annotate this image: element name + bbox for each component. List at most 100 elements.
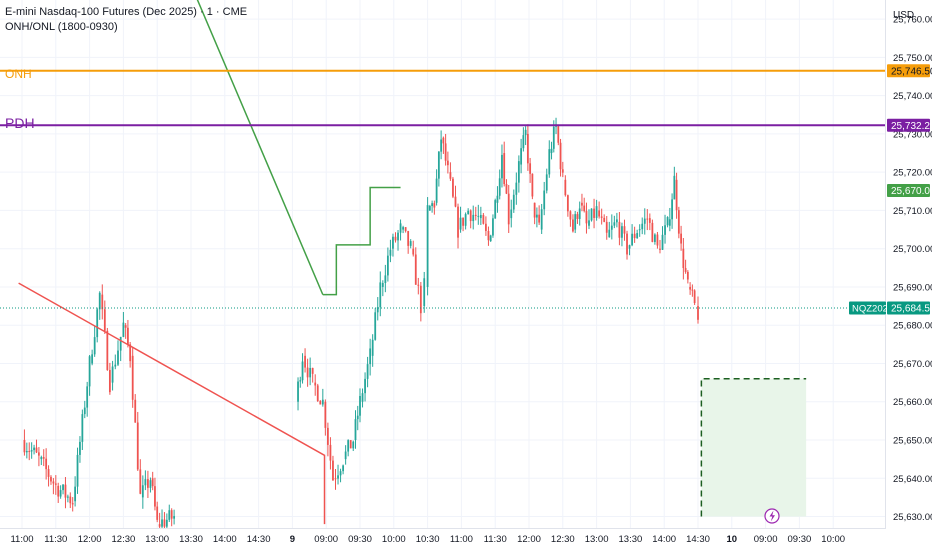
candle-body <box>646 218 649 220</box>
candle-body <box>93 337 96 355</box>
candle-body <box>52 481 55 484</box>
candle-body <box>444 143 447 161</box>
candle-body <box>569 211 572 220</box>
candle-body <box>23 440 26 453</box>
candle-body <box>666 217 669 226</box>
candle-body <box>697 306 699 320</box>
candle-body <box>531 173 534 197</box>
candle-body <box>686 271 689 280</box>
candle-body <box>501 154 503 179</box>
candle-body <box>311 367 314 374</box>
time-tick-label: 11:00 <box>10 534 33 545</box>
time-tick-label: 14:30 <box>686 534 710 545</box>
time-tick-label: 10 <box>727 534 738 545</box>
candle-body <box>550 148 553 154</box>
candle-body <box>526 133 529 164</box>
candle-body <box>361 393 364 402</box>
candle-body <box>409 241 412 246</box>
candle-body <box>419 285 422 314</box>
candle-body <box>535 214 538 218</box>
lightning-icon[interactable] <box>764 508 780 524</box>
candle-body <box>389 249 392 256</box>
time-tick-label: 09:00 <box>754 534 778 545</box>
candle-body <box>74 486 77 502</box>
candle-body <box>462 217 464 226</box>
candle-body <box>314 382 317 386</box>
candle-body <box>297 381 299 402</box>
indicator-name[interactable]: ONH/ONL (1800-0930) <box>5 21 118 33</box>
candle-body <box>96 309 99 338</box>
time-tick-label: 11:30 <box>484 534 507 545</box>
candle-body <box>316 385 319 402</box>
price-axis-bg[interactable] <box>886 0 932 528</box>
candle-body <box>79 441 81 455</box>
symbol-tag: NQZ2025 <box>849 301 893 315</box>
green-trend-line[interactable] <box>191 0 324 295</box>
candle-body <box>88 356 91 387</box>
candle-body <box>38 452 40 456</box>
candle-body <box>482 214 485 224</box>
candle-body <box>691 289 694 291</box>
candle-body <box>613 222 616 226</box>
candle-body <box>170 510 173 519</box>
candle-body <box>498 178 501 196</box>
pdh-label: PDH <box>5 115 35 131</box>
price-tick-label: 25,660.00 <box>893 397 932 408</box>
candle-body <box>533 202 536 218</box>
time-axis-bg[interactable] <box>0 528 932 550</box>
candle-body <box>376 307 379 313</box>
candle-body <box>590 208 593 221</box>
candle-body <box>431 203 434 207</box>
time-tick-label: 10:00 <box>382 534 406 545</box>
candle-body <box>583 205 586 212</box>
candle-body <box>334 478 337 480</box>
candle-body <box>124 325 127 328</box>
candle-body <box>136 422 139 470</box>
candle-body <box>81 414 84 442</box>
symbol-title[interactable]: E-mini Nasdaq-100 Futures (Dec 2025) · 1… <box>5 6 248 18</box>
time-tick-label: 10:00 <box>821 534 845 545</box>
candle-body <box>452 178 454 197</box>
candle-body <box>111 366 114 383</box>
candle-body <box>139 469 142 494</box>
time-axis-ticks: 11:00 11:30 12:00 12:30 13:00 13:30 14:00 14:30… <box>10 534 845 545</box>
candle-body <box>494 200 497 219</box>
candle-body <box>342 465 344 472</box>
candle-body <box>71 503 74 505</box>
candle-body <box>623 226 626 234</box>
candle-body <box>384 275 387 283</box>
candle-body <box>517 161 520 183</box>
green-price-tag: 25,670.00 <box>887 184 932 197</box>
candle-body <box>76 454 79 487</box>
candle-body <box>654 234 656 242</box>
candle-body <box>428 206 431 211</box>
candle-body <box>472 214 475 222</box>
candle-body <box>680 233 682 244</box>
onh-label: ONH <box>5 67 32 81</box>
candle-body <box>538 214 541 223</box>
time-tick-label: 12:30 <box>112 534 136 545</box>
candle-body <box>454 196 457 207</box>
candle-body <box>54 483 57 485</box>
candle-body <box>349 440 352 449</box>
candle-body <box>163 519 166 527</box>
candle-body <box>103 309 106 331</box>
time-tick-label: 12:30 <box>551 534 575 545</box>
price-tick-label: 25,690.00 <box>893 282 932 293</box>
candle-body <box>600 216 603 218</box>
candle-body <box>66 496 69 498</box>
target-zone-border <box>700 378 807 517</box>
candle-body <box>306 367 309 378</box>
red-trend-line[interactable] <box>18 282 326 525</box>
candle-body <box>129 344 132 362</box>
candle-body <box>69 496 72 504</box>
candle-body <box>359 395 361 416</box>
svg-text:NQZ2025: NQZ2025 <box>852 304 893 315</box>
candle-body <box>442 137 445 144</box>
candle-body <box>119 336 122 351</box>
time-tick-label: 13:00 <box>585 534 609 545</box>
candle-body <box>392 236 394 249</box>
candle-body <box>598 210 601 217</box>
candle-body <box>479 214 482 219</box>
